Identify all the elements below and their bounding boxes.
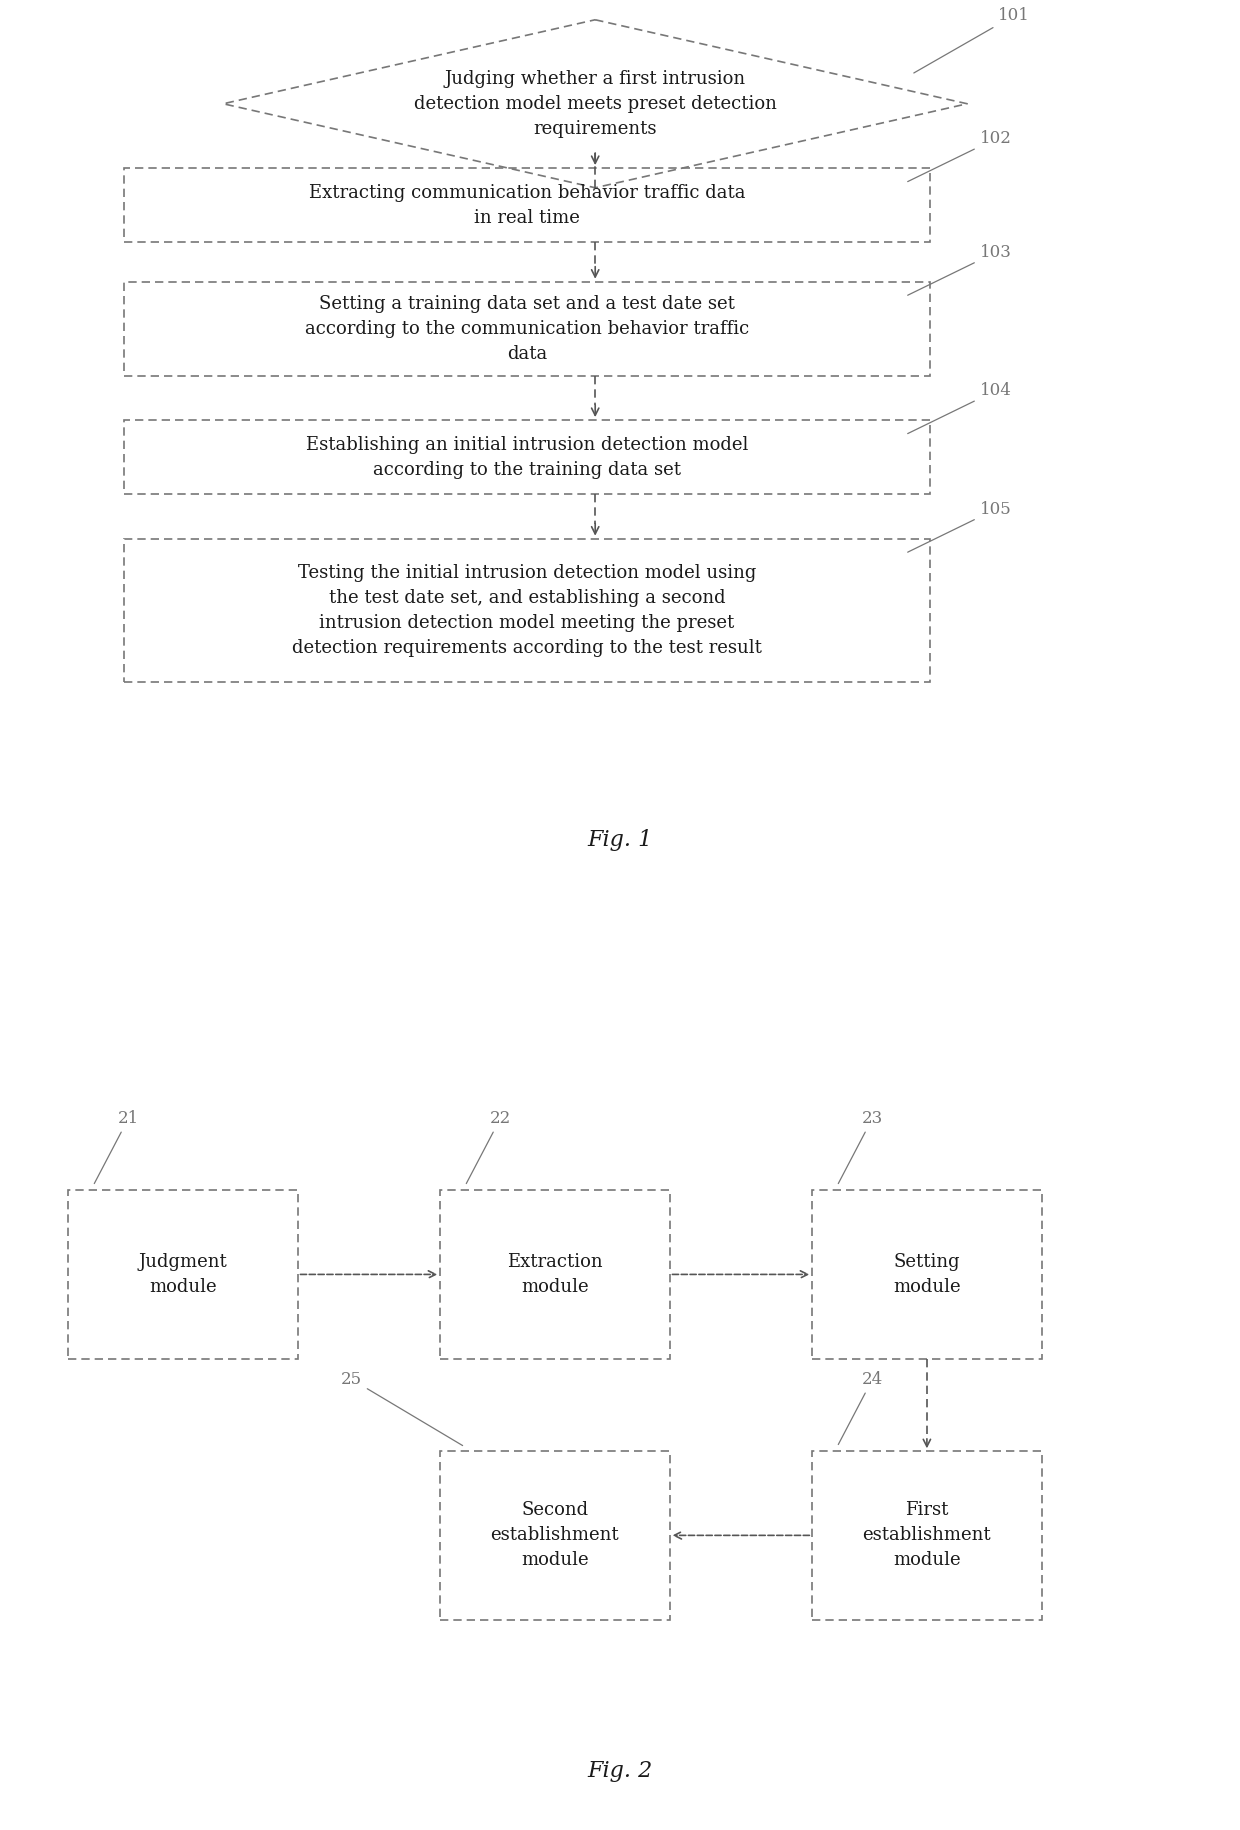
Text: 102: 102 — [908, 130, 1012, 181]
Text: Judgment
module: Judgment module — [139, 1254, 227, 1296]
Text: First
establishment
module: First establishment module — [863, 1501, 991, 1570]
FancyBboxPatch shape — [812, 1190, 1042, 1358]
Text: Setting
module: Setting module — [893, 1254, 961, 1296]
Text: 104: 104 — [908, 382, 1012, 434]
Text: 101: 101 — [914, 7, 1030, 73]
Text: 24: 24 — [838, 1371, 883, 1444]
Text: Extraction
module: Extraction module — [507, 1254, 603, 1296]
Text: Testing the initial intrusion detection model using
the test date set, and estab: Testing the initial intrusion detection … — [293, 564, 761, 657]
FancyBboxPatch shape — [68, 1190, 298, 1358]
Text: 21: 21 — [94, 1109, 139, 1184]
Text: 25: 25 — [341, 1371, 463, 1446]
Text: Establishing an initial intrusion detection model
according to the training data: Establishing an initial intrusion detect… — [306, 436, 748, 478]
FancyBboxPatch shape — [124, 421, 930, 494]
Text: Fig. 2: Fig. 2 — [588, 1760, 652, 1782]
FancyBboxPatch shape — [124, 282, 930, 375]
FancyBboxPatch shape — [440, 1451, 670, 1620]
Text: Setting a training data set and a test date set
according to the communication b: Setting a training data set and a test d… — [305, 295, 749, 362]
Text: 105: 105 — [908, 501, 1012, 553]
Text: Fig. 1: Fig. 1 — [588, 829, 652, 851]
FancyBboxPatch shape — [124, 168, 930, 242]
Text: 103: 103 — [908, 243, 1012, 295]
Text: Judging whether a first intrusion
detection model meets preset detection
require: Judging whether a first intrusion detect… — [414, 70, 776, 137]
FancyBboxPatch shape — [124, 538, 930, 683]
FancyBboxPatch shape — [440, 1190, 670, 1358]
FancyBboxPatch shape — [812, 1451, 1042, 1620]
Text: 22: 22 — [466, 1109, 511, 1184]
Text: 23: 23 — [838, 1109, 883, 1184]
Text: Second
establishment
module: Second establishment module — [491, 1501, 619, 1570]
Text: Extracting communication behavior traffic data
in real time: Extracting communication behavior traffi… — [309, 183, 745, 227]
